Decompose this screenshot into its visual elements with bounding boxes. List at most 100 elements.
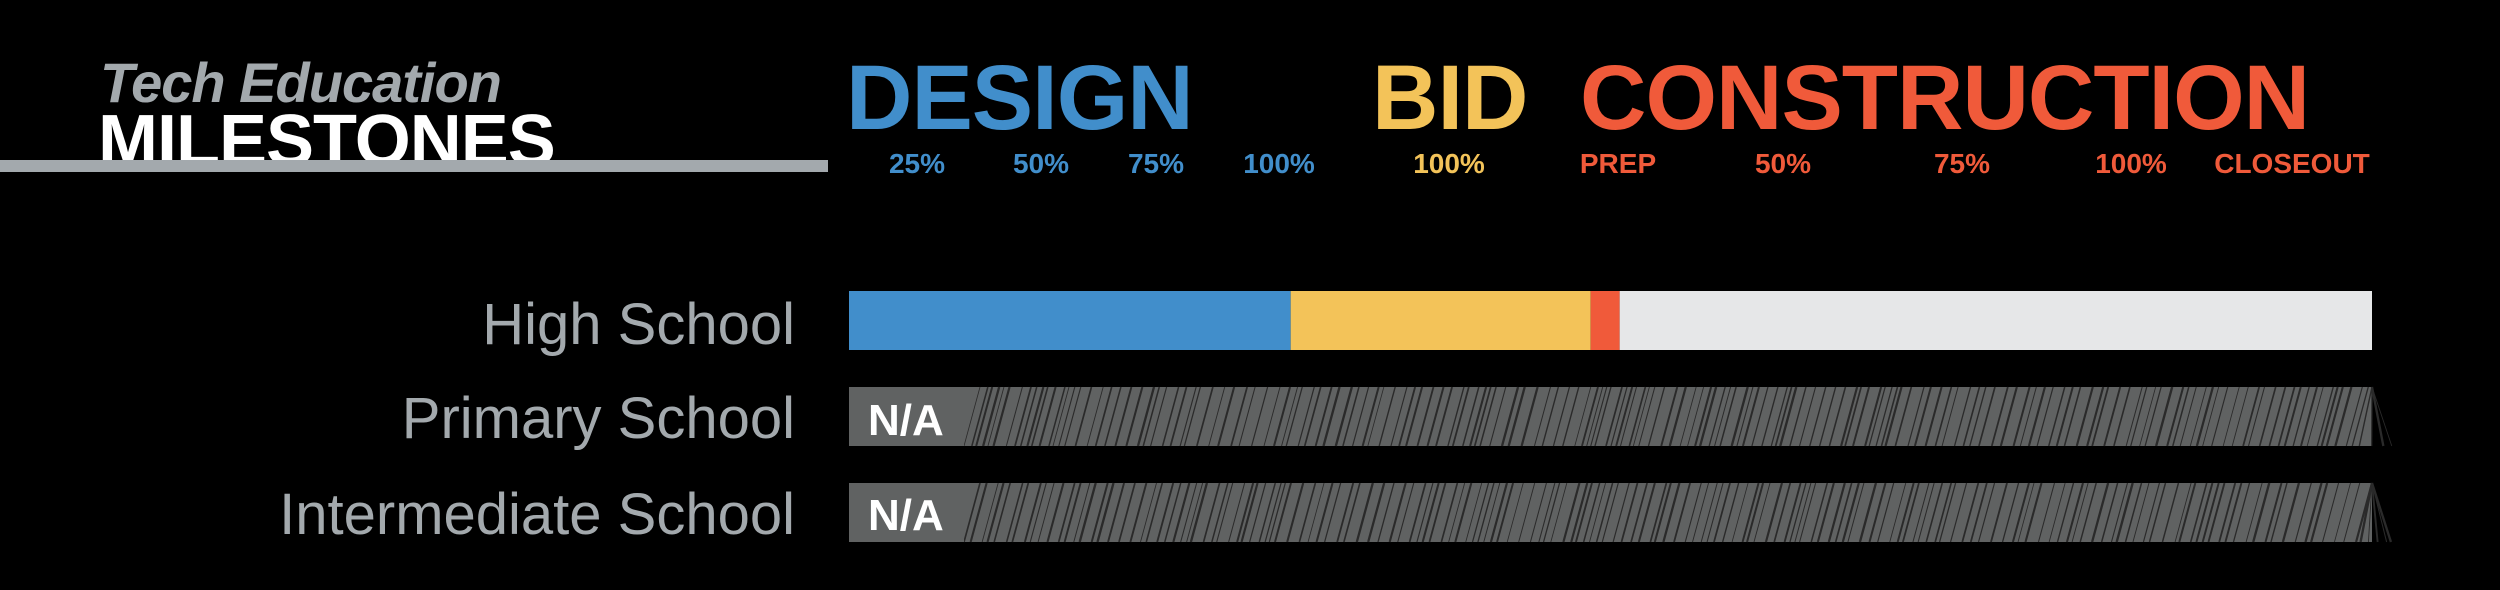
hatch-line <box>1999 386 2018 447</box>
hatch-line <box>1150 386 1168 447</box>
hatch-line <box>1660 386 1679 447</box>
hatch-line <box>2345 386 2363 447</box>
hatch-line <box>1388 482 1407 543</box>
bar-na-hatching <box>963 482 2393 543</box>
hatch-line <box>1751 386 1769 447</box>
hatch-line <box>1938 482 1957 543</box>
hatch-line <box>1107 482 1125 543</box>
hatch-line <box>2304 482 2323 543</box>
hatch-line <box>2036 386 2054 447</box>
hatch-line <box>987 386 1005 447</box>
hatch-line <box>1142 386 1160 447</box>
hatch-line <box>1469 386 1488 447</box>
hatch-line <box>1924 386 1943 447</box>
hatch-line <box>2174 482 2192 543</box>
hatch-line <box>981 482 999 543</box>
hatch-line <box>2189 386 2207 447</box>
hatch-line <box>1005 482 1024 543</box>
hatch-line <box>2231 386 2249 447</box>
hatch-line <box>2172 386 2190 447</box>
hatch-line <box>1990 482 2008 543</box>
title-underline <box>0 160 828 172</box>
hatch-line <box>2024 482 2043 543</box>
hatch-line <box>2252 482 2271 543</box>
hatch-line <box>1217 386 1236 447</box>
hatch-line <box>1405 386 1424 447</box>
hatch-line <box>2161 482 2180 543</box>
hatch-line <box>1799 386 1817 447</box>
hatch-line <box>1094 386 1113 447</box>
hatch-line <box>1352 386 1370 447</box>
hatch-line <box>1761 386 1779 447</box>
hatch-line <box>2125 386 2143 447</box>
bar-segment-construction <box>1590 291 1620 350</box>
hatch-line <box>1014 386 1032 447</box>
hatch-line <box>1620 482 1639 543</box>
hatch-line <box>1562 386 1580 447</box>
row-label-intermediate-school: Intermediate School <box>279 482 795 547</box>
hatch-line <box>971 386 989 447</box>
tick-label-design-100: 100% <box>1243 148 1315 179</box>
hatch-line <box>1281 386 1299 447</box>
hatch-line <box>1343 482 1361 543</box>
hatch-line <box>2178 482 2197 543</box>
hatch-line <box>982 386 1001 447</box>
hatch-line <box>1894 386 1913 447</box>
hatch-line <box>1902 482 1920 543</box>
hatch-line <box>2100 482 2119 543</box>
hatch-line <box>1868 482 1887 543</box>
hatch-line <box>1416 482 1434 543</box>
hatch-line <box>1342 386 1360 447</box>
hatch-line <box>1216 482 1234 543</box>
hatch-line <box>1538 482 1556 543</box>
hatch-line <box>1336 482 1355 543</box>
hatch-line <box>992 386 1011 447</box>
hatch-line <box>1721 482 1740 543</box>
tick-label-construction-100: 100% <box>2095 148 2167 179</box>
hatch-line <box>1286 482 1305 543</box>
hatch-line <box>1179 386 1197 447</box>
hatch-line <box>1285 386 1303 447</box>
hatch-line <box>1542 482 1561 543</box>
hatch-line <box>1773 482 1792 543</box>
hatch-line <box>2222 386 2240 447</box>
hatch-line <box>1714 386 1732 447</box>
hatch-line <box>1907 386 1925 447</box>
hatch-line <box>1615 386 1634 447</box>
bar-intermediate-school <box>849 482 2393 543</box>
hatch-line <box>1314 386 1333 447</box>
hatch-line <box>1692 482 1709 543</box>
hatch-line <box>1550 482 1568 543</box>
hatch-line <box>2334 386 2353 447</box>
hatch-line <box>2202 386 2220 447</box>
hatch-line <box>1186 482 1204 543</box>
hatch-line <box>1913 386 1932 447</box>
hatch-line <box>1140 482 1157 543</box>
hatch-line <box>1753 482 1771 543</box>
hatch-line <box>1031 386 1049 447</box>
hatch-line <box>2079 482 2097 543</box>
hatch-line <box>1708 386 1726 447</box>
hatch-line <box>1473 386 1492 447</box>
hatch-line <box>2370 482 2393 543</box>
hatch-line <box>1637 482 1656 543</box>
hatch-line <box>1619 386 1637 447</box>
hatch-line <box>2201 482 2220 543</box>
hatch-line <box>2320 386 2339 447</box>
bar-primary-school <box>849 386 2393 447</box>
hatch-line <box>1489 386 1507 447</box>
hatch-line <box>1552 386 1571 447</box>
hatch-line <box>986 482 1005 543</box>
hatch-line <box>1841 482 1860 543</box>
hatch-line <box>2325 386 2344 447</box>
hatch-line <box>1236 482 1255 543</box>
hatch-line <box>1884 386 1903 447</box>
hatch-line <box>1230 386 1248 447</box>
hatch-line <box>1355 482 1374 543</box>
hatch-line <box>1889 482 1907 543</box>
hatch-line <box>1934 482 1952 543</box>
hatch-line <box>1741 482 1760 543</box>
hatch-line <box>1145 482 1164 543</box>
hatch-line <box>1834 482 1853 543</box>
hatch-line <box>2343 482 2361 543</box>
